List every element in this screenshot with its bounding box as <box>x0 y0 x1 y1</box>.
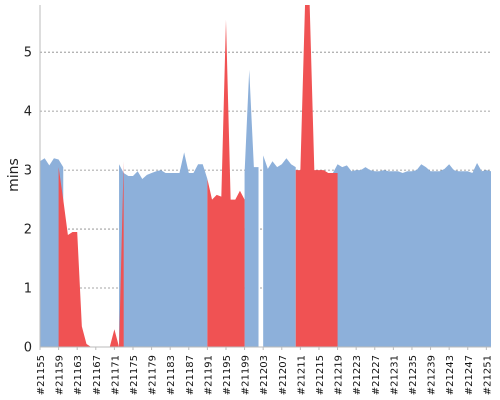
x-tick-label: #21203 <box>259 355 270 395</box>
failed-area-segment <box>295 5 338 347</box>
x-tick-label: #21239 <box>427 355 438 395</box>
failed-area-segment <box>58 167 120 347</box>
x-tick-label: #21155 <box>36 355 47 395</box>
passed-area-segment <box>263 155 296 347</box>
y-tick-label: 3 <box>24 164 32 179</box>
x-tick-label: #21219 <box>334 355 345 395</box>
x-tick-label: #21247 <box>464 355 475 395</box>
axes: 0 1 2 3 4 5 #21155 #21159 #21163 #21167 #21171 #211… <box>24 5 493 395</box>
x-tick-label: #21207 <box>278 355 289 395</box>
x-tick-label: #21227 <box>371 355 382 395</box>
y-tick-label: 4 <box>24 105 32 120</box>
x-tick-label: #21195 <box>222 355 233 395</box>
passed-area-segment <box>119 152 208 347</box>
x-tick-label: #21179 <box>148 355 159 395</box>
x-tick-label: #21211 <box>296 355 307 395</box>
y-tick-label: 0 <box>24 341 32 356</box>
x-tick-label: #21215 <box>315 355 326 395</box>
passed-area-segment <box>40 158 64 347</box>
x-tick-label: #21167 <box>92 355 103 395</box>
x-tick-label: #21171 <box>110 355 121 395</box>
x-tick-label: #21235 <box>408 355 419 395</box>
x-tick-label: #21199 <box>241 355 252 395</box>
x-tick-label: #21159 <box>55 355 66 395</box>
failed-area-segment <box>207 19 245 347</box>
x-tick-label: #21243 <box>445 355 456 395</box>
x-tick-label: #21163 <box>73 355 84 395</box>
x-tick-label: #21191 <box>203 355 214 395</box>
passed-area-segment <box>332 163 491 347</box>
failed-area-segment <box>119 161 124 347</box>
passed-area-segment <box>244 69 259 348</box>
y-tick-label: 1 <box>24 282 32 297</box>
y-axis-label: mins <box>6 158 22 192</box>
x-tick-label: #21187 <box>185 355 196 395</box>
y-tick-label: 2 <box>24 223 32 238</box>
area-layer <box>40 5 491 348</box>
x-tick-label: #21223 <box>352 355 363 395</box>
x-tick-label: #21183 <box>166 355 177 395</box>
x-tick-label: #21231 <box>389 355 400 395</box>
x-tick-label: #21175 <box>129 355 140 395</box>
y-tick-label: 5 <box>24 46 32 61</box>
x-tick-label: #21251 <box>482 355 493 395</box>
